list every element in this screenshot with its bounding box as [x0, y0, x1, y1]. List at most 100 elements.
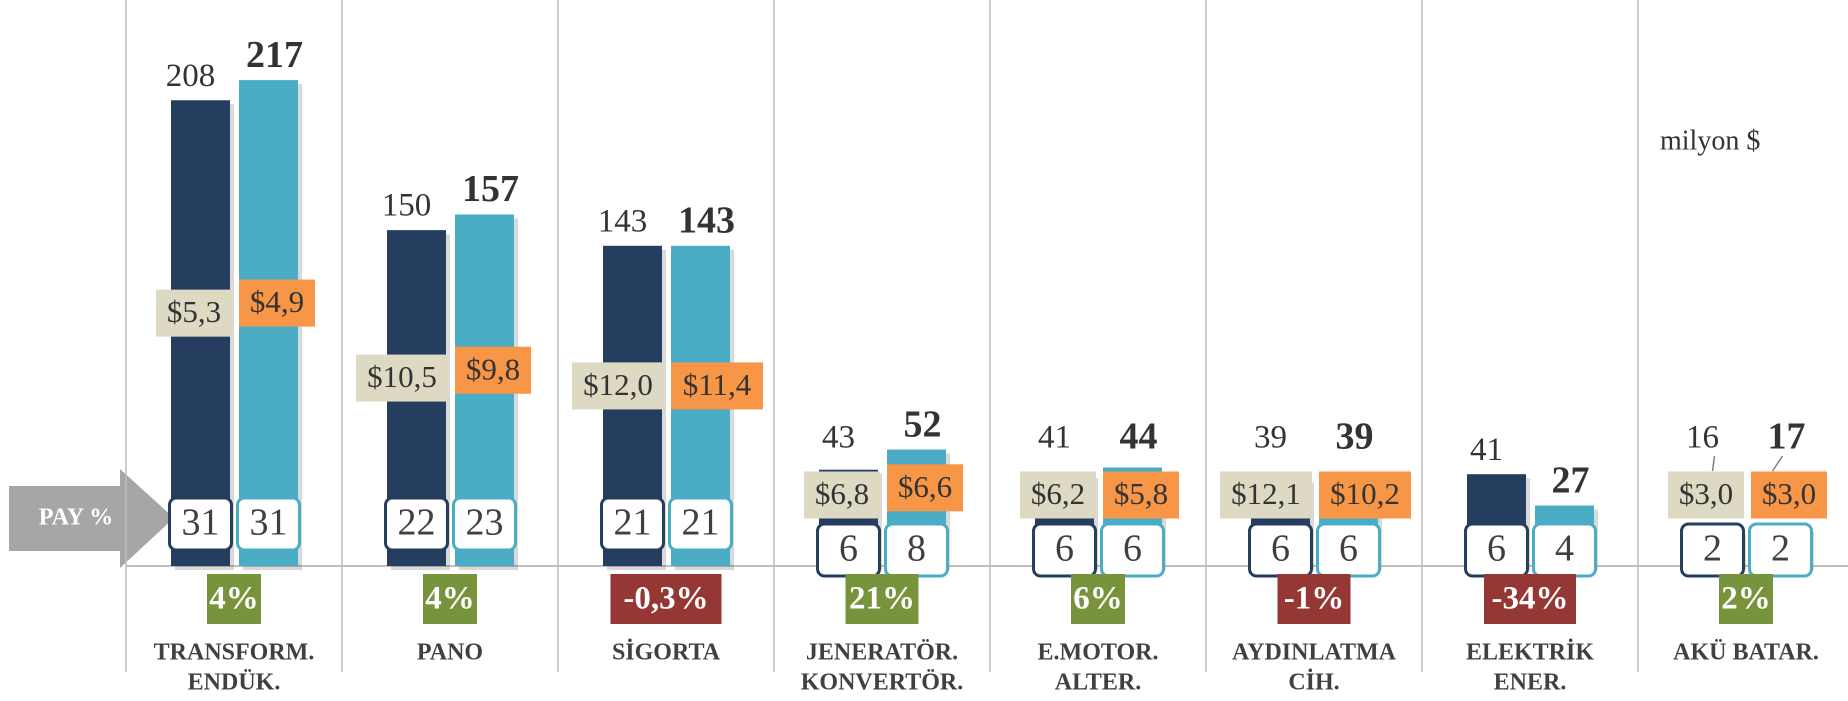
change-label: -1% [1284, 581, 1345, 617]
change-label: 2% [1721, 581, 1771, 617]
unit-label: milyon $ [1660, 125, 1760, 156]
value-label: 41 [1038, 420, 1071, 456]
category-label: ELEKTRİK [1466, 640, 1594, 666]
category-label: AKÜ BATAR. [1673, 640, 1819, 666]
price-box [572, 362, 664, 410]
value-label: 39 [1336, 416, 1374, 458]
leader-line [1711, 455, 1716, 472]
change-box [207, 574, 261, 624]
price-box [455, 346, 531, 394]
share-value: 6 [1487, 528, 1506, 570]
category-label: CİH. [1288, 670, 1339, 696]
share-box [168, 496, 233, 552]
price-label: $5,3 [167, 294, 221, 329]
share-value: 6 [1055, 528, 1074, 570]
price-label: $6,8 [815, 476, 869, 511]
price-label: $6,2 [1031, 476, 1085, 511]
share-value: 23 [466, 502, 504, 544]
price-label: $12,1 [1231, 476, 1301, 511]
price-box [356, 354, 448, 402]
value-label: 27 [1552, 459, 1590, 501]
value-label: 150 [382, 188, 432, 224]
price-label: $11,4 [683, 367, 752, 402]
category-label: ENER. [1494, 670, 1567, 696]
price-box [1220, 471, 1312, 519]
share-value: 6 [1123, 528, 1142, 570]
change-box [423, 574, 477, 624]
share-value: 6 [839, 528, 858, 570]
value-label: 143 [678, 200, 735, 242]
leader-line [1771, 455, 1784, 472]
price-box [1103, 471, 1179, 519]
value-label: 157 [462, 168, 519, 210]
price-box [1319, 471, 1411, 519]
share-value: 6 [1271, 528, 1290, 570]
price-box [887, 464, 963, 512]
share-box [384, 496, 449, 552]
value-label: 41 [1470, 432, 1503, 468]
price-box [239, 279, 315, 327]
share-value: 21 [682, 502, 720, 544]
share-value: 4 [1555, 528, 1574, 570]
category-label: ALTER. [1055, 670, 1141, 696]
share-value: 2 [1703, 528, 1722, 570]
share-box [1032, 522, 1097, 578]
change-box [610, 574, 722, 624]
change-label: 6% [1073, 581, 1123, 617]
share-value: 31 [182, 502, 220, 544]
change-label: 21% [849, 581, 915, 617]
change-label: 4% [425, 581, 475, 617]
price-label: $12,0 [583, 367, 653, 402]
price-label: $3,0 [1679, 476, 1733, 511]
change-box [1277, 574, 1351, 624]
value-label: 16 [1686, 420, 1719, 456]
share-box [1100, 522, 1165, 578]
change-label: -0,3% [623, 581, 708, 617]
share-box [452, 496, 517, 552]
share-arrow [9, 469, 174, 568]
share-value: 2 [1771, 528, 1790, 570]
price-box [1751, 471, 1827, 519]
price-label: $6,6 [898, 469, 952, 504]
value-label: 143 [598, 203, 648, 239]
price-label: $10,2 [1330, 476, 1400, 511]
category-label: ENDÜK. [188, 670, 281, 696]
share-box [668, 496, 733, 552]
category-label: KONVERTÖR. [801, 670, 964, 696]
category-label: JENERATÖR. [806, 640, 958, 666]
change-box [1071, 574, 1125, 624]
price-label: $10,5 [367, 359, 437, 394]
change-label: 4% [209, 581, 259, 617]
value-label: 44 [1120, 416, 1158, 458]
price-box [156, 289, 232, 337]
change-label: -34% [1492, 581, 1569, 617]
value-label: 43 [822, 420, 855, 456]
price-box [671, 362, 763, 410]
value-label: 39 [1254, 420, 1287, 456]
change-box [845, 574, 919, 624]
price-label: $5,8 [1114, 476, 1168, 511]
category-label: AYDINLATMA [1232, 640, 1397, 666]
price-label: $3,0 [1762, 476, 1816, 511]
value-label: 52 [904, 403, 942, 445]
share-value: 8 [907, 528, 926, 570]
value-label: 208 [166, 58, 216, 94]
price-label: $9,8 [466, 351, 520, 386]
share-box [1748, 522, 1813, 578]
share-box [600, 496, 665, 552]
change-box [1484, 574, 1576, 624]
price-box [1668, 471, 1744, 519]
category-label: E.MOTOR. [1038, 640, 1159, 666]
share-value: 21 [614, 502, 652, 544]
share-label: PAY % [39, 505, 113, 531]
price-box [1020, 471, 1096, 519]
change-box [1719, 574, 1773, 624]
share-value: 31 [250, 502, 288, 544]
price-label: $4,9 [250, 284, 304, 319]
value-label: 17 [1768, 416, 1806, 458]
category-label: TRANSFORM. [154, 640, 315, 666]
category-label: PANO [417, 640, 483, 666]
share-value: 22 [398, 502, 436, 544]
share-value: 6 [1339, 528, 1358, 570]
